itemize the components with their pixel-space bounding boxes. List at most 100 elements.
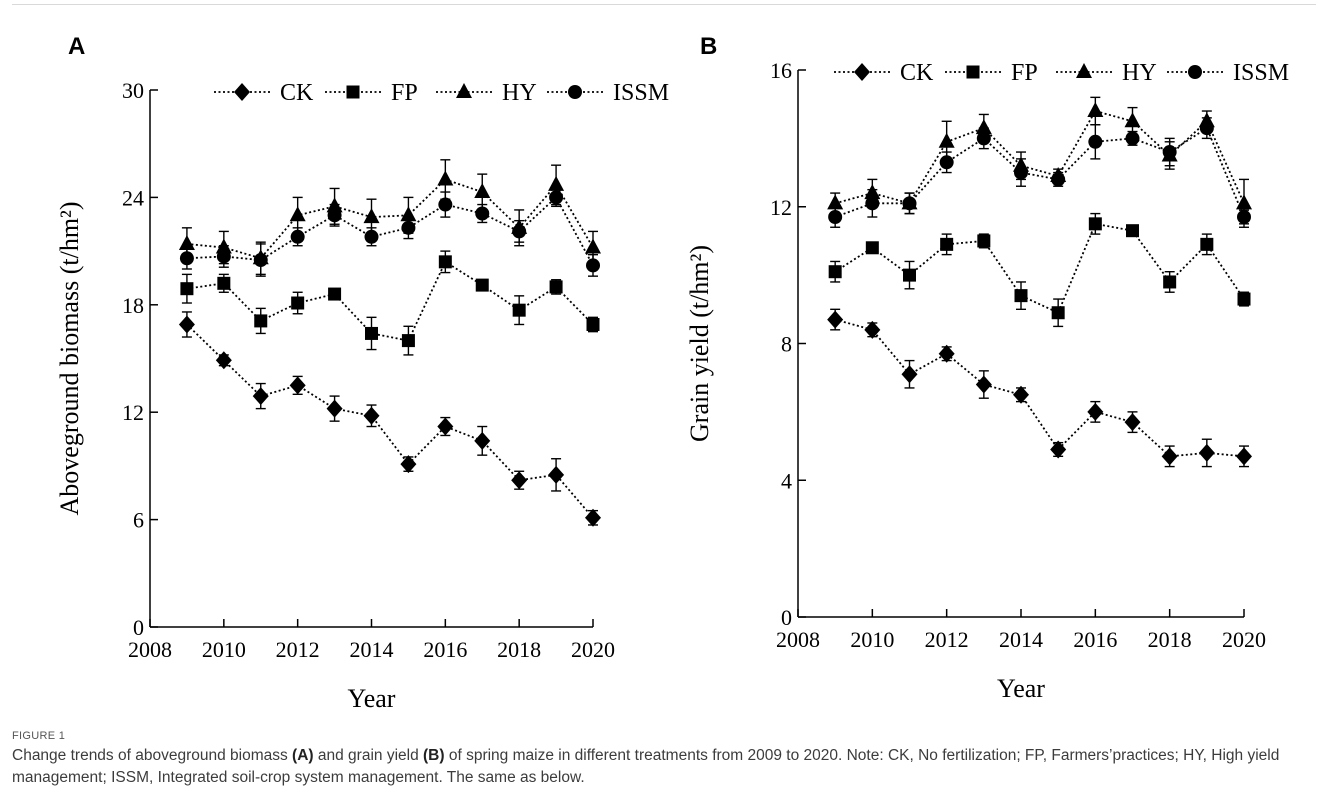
legend-item-fp: FP <box>945 60 1038 86</box>
series-ck <box>827 308 1252 468</box>
data-point-issm <box>828 210 843 225</box>
legend-label: ISSM <box>613 80 669 106</box>
data-point-hy <box>548 175 565 191</box>
data-point-ck <box>901 365 918 384</box>
legend-marker-fp <box>346 85 360 99</box>
x-tick-label: 2012 <box>276 637 320 662</box>
data-point-fp <box>512 303 526 317</box>
y-tick-label: 24 <box>122 185 144 210</box>
legend-label: CK <box>280 80 314 106</box>
data-point-ck <box>938 344 955 363</box>
data-point-hy <box>363 208 380 224</box>
legend-label: HY <box>1122 60 1157 86</box>
caption-part: (B) <box>423 747 445 764</box>
legend-marker-hy <box>456 83 472 98</box>
series-hy <box>827 96 1252 228</box>
x-tick-label: 2010 <box>202 637 246 662</box>
y-tick-label: 0 <box>781 605 792 630</box>
data-point-hy <box>1087 102 1104 118</box>
series-line-hy <box>186 178 594 260</box>
series-line-fp <box>834 222 1245 314</box>
y-tick-label: 12 <box>770 195 792 220</box>
x-tick-label: 2020 <box>571 637 615 662</box>
data-point-ck <box>975 375 992 394</box>
data-point-fp <box>1237 292 1251 306</box>
legend-label: ISSM <box>1233 60 1289 86</box>
series-line-issm <box>186 195 594 266</box>
caption-part: and grain yield <box>313 747 424 764</box>
data-point-ck <box>326 399 343 418</box>
data-point-fp <box>903 268 916 282</box>
series-fp <box>180 250 600 356</box>
data-point-fp <box>438 255 452 269</box>
y-axis-title: Grain yield (t/hm²) <box>685 245 714 442</box>
series-ck <box>178 311 601 527</box>
series-line-issm <box>834 126 1245 218</box>
y-tick-label: 0 <box>133 615 144 640</box>
data-point-issm <box>327 208 342 223</box>
legend-item-ck: CK <box>834 60 934 86</box>
data-point-ck <box>511 471 528 490</box>
legend-item-fp: FP <box>325 80 418 106</box>
panel-label: A <box>68 33 85 60</box>
y-tick-label: 8 <box>781 332 792 357</box>
y-tick-label: 4 <box>781 468 792 493</box>
data-point-issm <box>1125 131 1140 146</box>
series-hy <box>178 159 601 276</box>
data-point-ck <box>1050 440 1067 459</box>
data-point-issm <box>1162 145 1177 160</box>
legend-marker-fp <box>966 65 980 79</box>
legend-label: HY <box>502 80 537 106</box>
data-point-fp <box>217 276 231 290</box>
data-point-ck <box>400 455 417 474</box>
data-point-fp <box>1200 237 1214 251</box>
legend-label: FP <box>391 80 418 106</box>
legend-item-issm: ISSM <box>1167 60 1289 86</box>
legend-label: FP <box>1011 60 1038 86</box>
data-point-ck <box>585 508 601 527</box>
data-point-issm <box>179 251 194 266</box>
data-point-fp <box>1163 275 1177 289</box>
y-axis-title: Aboveground biomass (t/hm²) <box>55 202 84 516</box>
figure-label: FIGURE 1 <box>12 730 66 742</box>
legend: CK FP HY ISSM <box>834 60 1289 86</box>
y-tick-label: 18 <box>122 293 144 318</box>
data-point-issm <box>290 229 305 244</box>
data-point-hy <box>827 194 844 210</box>
x-tick-label: 2020 <box>1222 627 1266 652</box>
data-point-issm <box>1088 134 1103 149</box>
x-axis-title: Year <box>997 674 1045 703</box>
data-point-issm <box>1051 172 1066 187</box>
data-point-fp <box>180 282 194 296</box>
legend: CK FP HY ISSM <box>214 80 669 106</box>
y-tick-label: 6 <box>133 508 144 533</box>
data-point-fp <box>365 326 378 340</box>
data-point-fp <box>1014 289 1028 303</box>
data-point-issm <box>1014 165 1028 180</box>
data-point-hy <box>474 183 491 199</box>
caption-text: Change trends of aboveground biomass (A)… <box>12 745 1312 789</box>
data-point-fp <box>828 265 842 279</box>
data-point-issm <box>1199 121 1214 136</box>
data-point-hy <box>437 170 454 186</box>
x-tick-label: 2014 <box>999 627 1043 652</box>
data-point-fp <box>291 296 305 310</box>
series-line-ck <box>186 323 594 519</box>
data-point-issm <box>902 196 917 211</box>
legend-marker-ck <box>854 63 870 81</box>
x-tick-label: 2012 <box>925 627 969 652</box>
x-tick-label: 2008 <box>776 627 820 652</box>
data-point-fp <box>1051 306 1065 320</box>
data-point-ck <box>215 351 232 370</box>
series-line-fp <box>186 260 594 342</box>
data-point-fp <box>977 234 991 248</box>
data-point-issm <box>939 155 954 170</box>
data-point-issm <box>438 197 453 212</box>
chart-b: B 0 4 8 12 16 2008 2010 2012 2014 2016 2018 2020 Year… <box>685 33 1289 703</box>
x-axis-title: Year <box>348 684 396 713</box>
caption-part: of spring maize in different treatments … <box>12 747 1280 786</box>
data-point-hy <box>178 234 195 250</box>
data-point-issm <box>976 131 991 146</box>
legend-item-hy: HY <box>1056 60 1157 86</box>
